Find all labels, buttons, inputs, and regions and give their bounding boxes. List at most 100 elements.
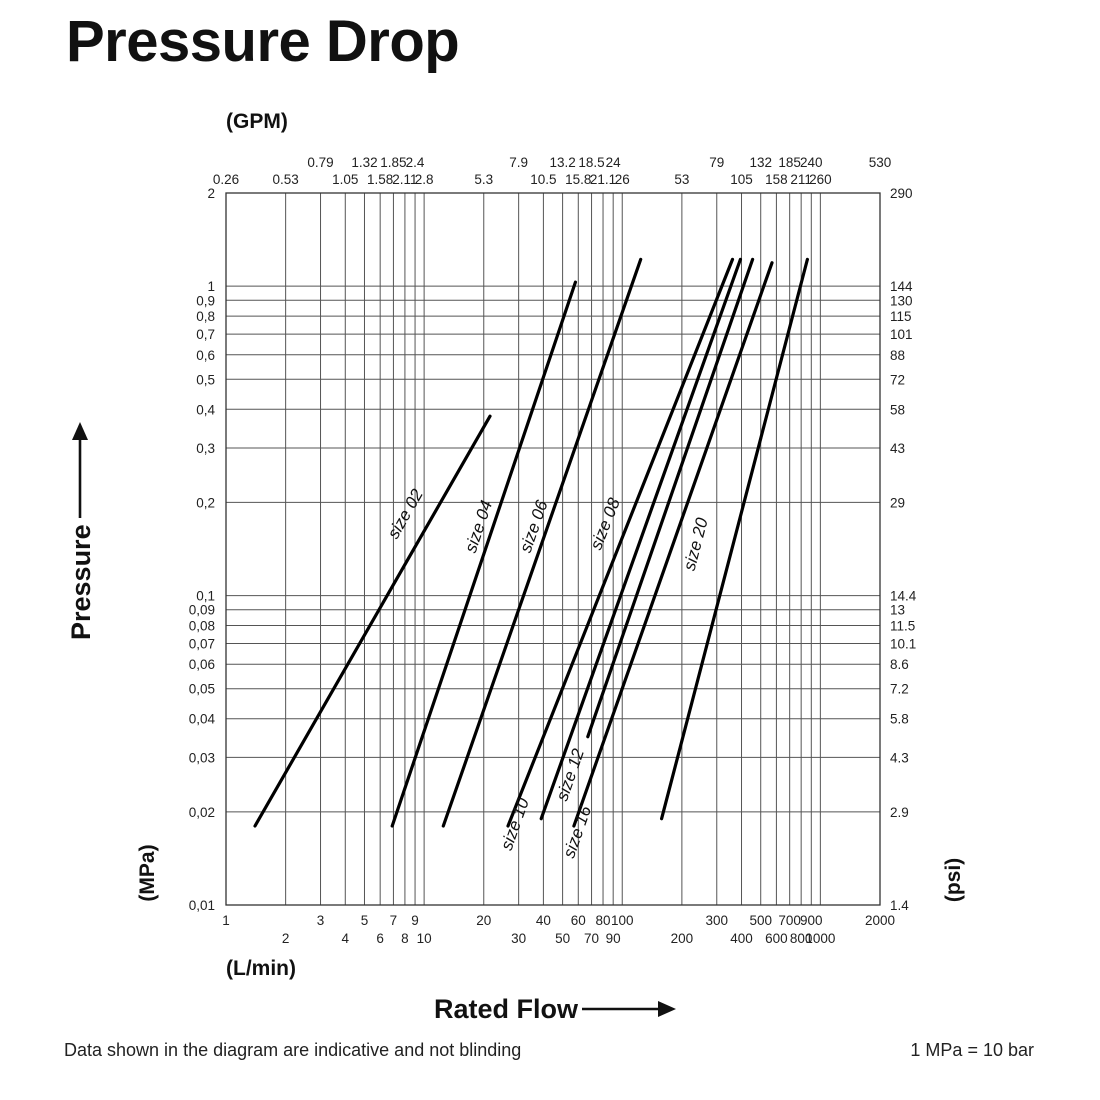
y-right-tick-115: 115	[890, 309, 912, 324]
series-label-size-20: size 20	[680, 515, 712, 572]
y-left-tick-0-03: 0,03	[189, 750, 215, 765]
x-top-tick-185: 185	[778, 155, 801, 170]
x-bottom-tick-60: 60	[571, 913, 586, 928]
x-top-tick-15-8: 15.8	[565, 172, 591, 187]
series-line-size-04	[390, 280, 578, 828]
y-left-tick-0-06: 0,06	[189, 657, 215, 672]
x-bottom-tick-3: 3	[317, 913, 325, 928]
x-bottom-tick-20: 20	[476, 913, 491, 928]
y-left-tick-0-09: 0,09	[189, 603, 215, 618]
x-axis-title: Rated Flow	[434, 994, 579, 1024]
x-axis-arrow-head	[658, 1001, 676, 1017]
y-left-tick-0-08: 0,08	[189, 619, 215, 634]
x-bottom-tick-100: 100	[611, 913, 634, 928]
y-right-tick-72: 72	[890, 372, 905, 387]
x-bottom-tick-70: 70	[584, 931, 599, 946]
x-bottom-tick-8: 8	[401, 931, 409, 946]
series-line-size-16	[572, 261, 774, 828]
x-bottom-tick-1000: 1000	[805, 931, 835, 946]
x-top-tick-211: 211	[790, 172, 812, 187]
y-right-tick-144: 144	[890, 279, 913, 294]
x-gridlines	[285, 193, 821, 905]
x-bottom-tick-30: 30	[511, 931, 526, 946]
x-bottom-tick-600: 600	[765, 931, 788, 946]
y-right-tick-43: 43	[890, 441, 905, 456]
y-right-tick-10-1: 10.1	[890, 637, 916, 652]
x-bottom-tick-90: 90	[606, 931, 621, 946]
x-unit-bottom: (L/min)	[226, 957, 296, 980]
x-top-tick-1-85: 1.85	[380, 155, 406, 170]
y-left-tick-0-7: 0,7	[196, 327, 215, 342]
y-right-tick-2-9: 2.9	[890, 805, 909, 820]
x-bottom-tick-4: 4	[342, 931, 350, 946]
series-line-size-12	[586, 257, 755, 739]
x-unit-top: (GPM)	[226, 110, 288, 133]
x-bottom-tick-9: 9	[411, 913, 419, 928]
y-left-tick-0-1: 0,1	[196, 589, 215, 604]
x-top-tick-2-4: 2.4	[406, 155, 425, 170]
x-top-tick-5-3: 5.3	[474, 172, 493, 187]
x-top-tick-260: 260	[809, 172, 832, 187]
page-title: Pressure Drop	[66, 9, 460, 74]
y-unit-left: (MPa)	[136, 844, 159, 901]
x-top-tick-158: 158	[765, 172, 788, 187]
x-bottom-tick-2000: 2000	[865, 913, 895, 928]
y-right-tick-14-4: 14.4	[890, 589, 917, 604]
y-axis-arrow-head	[72, 422, 88, 440]
series-line-size-02	[253, 414, 492, 828]
x-top-tick-26: 26	[615, 172, 630, 187]
unit-conversion-note: 1 MPa = 10 bar	[910, 1040, 1034, 1060]
y-right-tick-58: 58	[890, 402, 905, 417]
x-bottom-tick-5: 5	[361, 913, 369, 928]
y-gridlines	[226, 285, 880, 813]
y-right-tick-101: 101	[890, 327, 913, 342]
y-left-tick-0-04: 0,04	[189, 712, 216, 727]
x-top-tick-0-26: 0.26	[213, 172, 239, 187]
x-top-tick-24: 24	[606, 155, 622, 170]
y-left-tick-0-9: 0,9	[196, 293, 215, 308]
y-left-tick-1: 1	[207, 279, 215, 294]
x-top-tick-53: 53	[674, 172, 689, 187]
x-bottom-tick-900: 900	[800, 913, 823, 928]
x-top-tick-13-2: 13.2	[549, 155, 575, 170]
x-top-tick-7-9: 7.9	[509, 155, 528, 170]
x-bottom-tick-800: 800	[790, 931, 813, 946]
y-right-tick-11-5: 11.5	[890, 619, 915, 634]
x-top-tick-21-1: 21.1	[590, 172, 616, 187]
x-bottom-tick-500: 500	[749, 913, 772, 928]
x-bottom-tick-50: 50	[555, 931, 570, 946]
y-left-tick-0-6: 0,6	[196, 348, 215, 363]
y-left-tick-0-01: 0,01	[189, 898, 215, 913]
y-left-tick-0-8: 0,8	[196, 309, 215, 324]
x-bottom-tick-2: 2	[282, 931, 290, 946]
y-unit-right: (psi)	[942, 858, 965, 902]
x-bottom-tick-10: 10	[417, 931, 432, 946]
x-bottom-tick-200: 200	[671, 931, 694, 946]
y-left-tick-0-2: 0,2	[196, 495, 215, 510]
series-label-size-02: size 02	[384, 485, 428, 542]
x-bottom-tick-80: 80	[596, 913, 611, 928]
series-line-size-06	[441, 257, 643, 828]
y-right-tick-7-2: 7.2	[890, 682, 909, 697]
series-label-size-04: size 04	[461, 498, 496, 555]
x-top-tick-1-58: 1.58	[367, 172, 393, 187]
series-line-size-20	[659, 257, 810, 821]
x-top-tick-530: 530	[869, 155, 892, 170]
y-axis-title: Pressure	[66, 524, 96, 640]
y-right-tick-29: 29	[890, 495, 905, 510]
x-bottom-tick-6: 6	[376, 931, 384, 946]
y-left-tick-0-5: 0,5	[196, 372, 215, 387]
series-line-size-08	[506, 257, 735, 828]
x-bottom-tick-700: 700	[778, 913, 801, 928]
x-top-tick-105: 105	[730, 172, 753, 187]
x-top-tick-10-5: 10.5	[530, 172, 556, 187]
x-bottom-tick-1: 1	[222, 913, 230, 928]
y-left-tick-0-3: 0,3	[196, 441, 215, 456]
y-right-tick-88: 88	[890, 348, 905, 363]
x-bottom-tick-40: 40	[536, 913, 551, 928]
y-left-tick-0-07: 0,07	[189, 637, 215, 652]
plot-frame	[225, 192, 881, 906]
y-left-tick-2: 2	[207, 186, 215, 201]
x-top-tick-0-53: 0.53	[272, 172, 298, 187]
